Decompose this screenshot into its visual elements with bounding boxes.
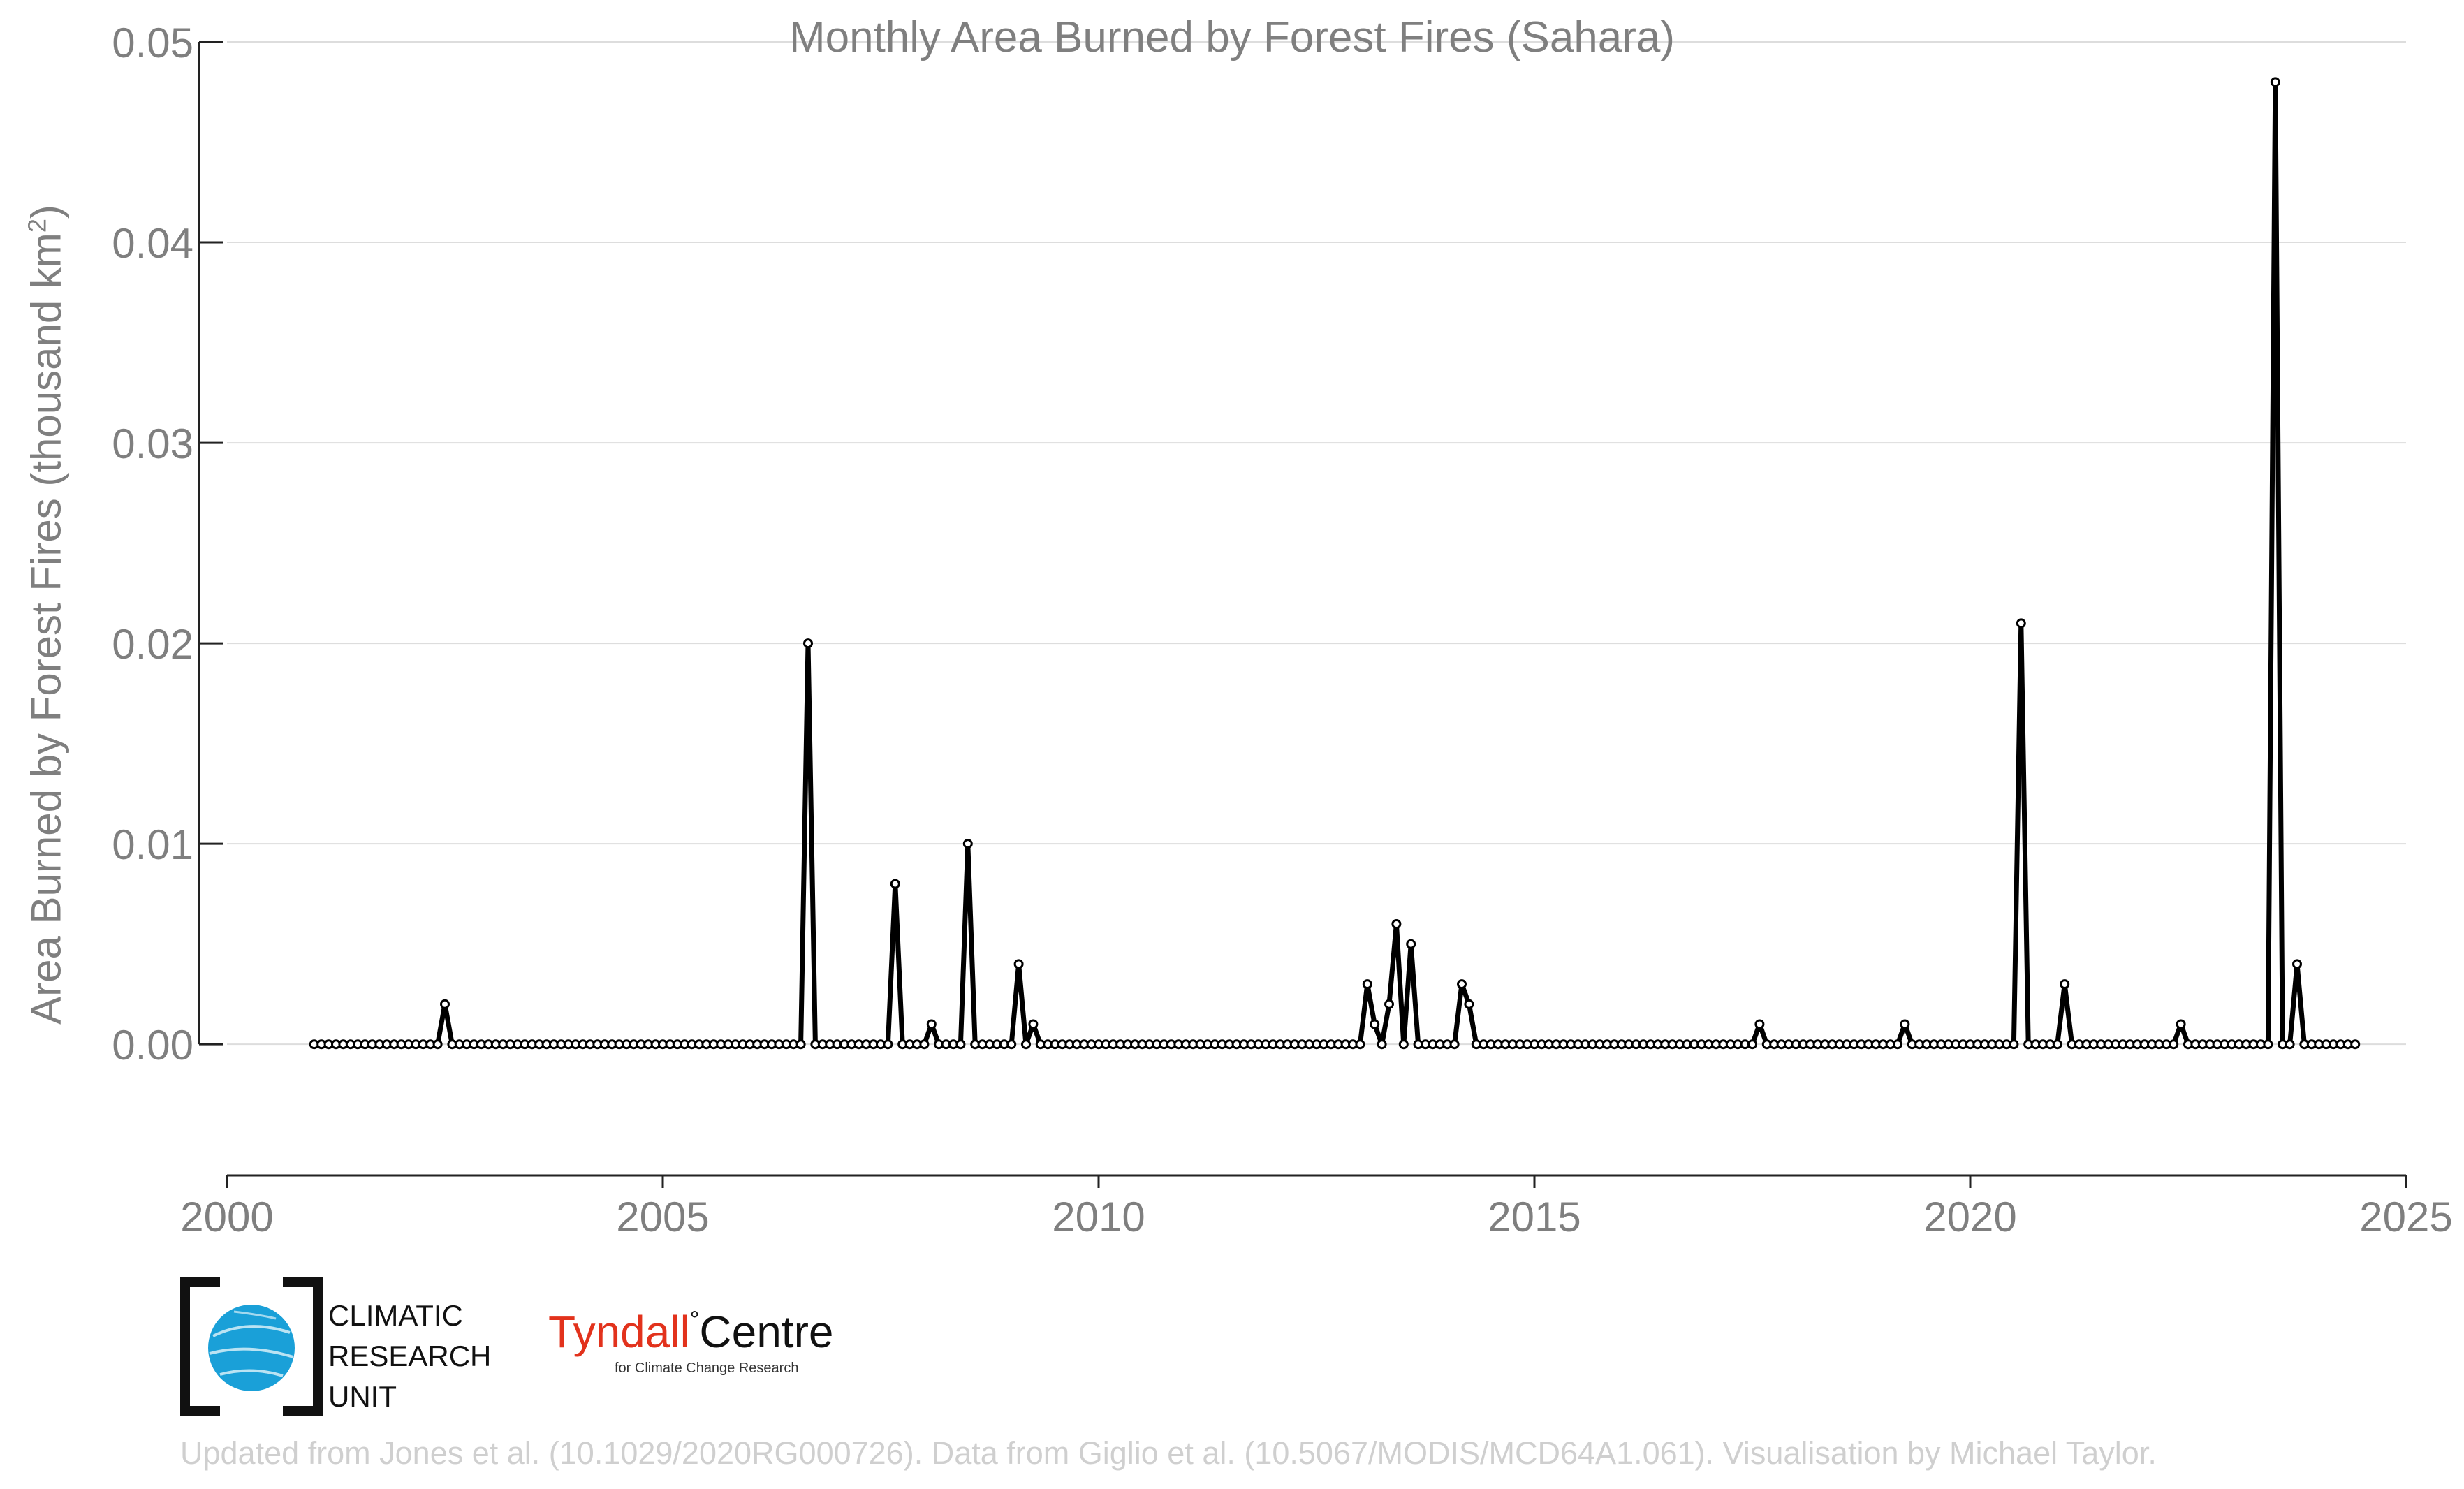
y-tick-label: 0.04: [112, 220, 193, 267]
data-point: [1384, 999, 1394, 1009]
data-point: [1406, 939, 1416, 949]
x-tick-label: 2020: [1923, 1194, 2016, 1240]
data-point: [2016, 618, 2026, 629]
y-tick-label: 0.01: [112, 821, 193, 868]
y-tick-label: 0.02: [112, 621, 193, 668]
data-point: [926, 1019, 937, 1029]
axes: [198, 41, 2407, 1188]
data-point: [1391, 919, 1402, 929]
data-point: [1398, 1039, 1409, 1050]
data-point: [2285, 1039, 2295, 1050]
data-point: [2060, 979, 2070, 990]
data-point: [919, 1039, 930, 1050]
gridlines: [227, 41, 2406, 1046]
cru-line: UNIT: [328, 1380, 397, 1413]
cru-logo-text: CLIMATIC RESEARCH UNIT: [328, 1296, 491, 1417]
data-point: [2169, 1039, 2179, 1050]
data-point: [1893, 1039, 1902, 1050]
cru-logo-icon: [180, 1277, 323, 1416]
data-point: [803, 638, 813, 649]
cru-line: CLIMATIC: [328, 1299, 463, 1332]
source-credit: Updated from Jones et al. (10.1029/2020R…: [180, 1435, 2157, 1471]
y-tick-label: 0.05: [112, 20, 193, 66]
data-point: [2052, 1039, 2062, 1050]
tyndall-subtitle: for Climate Change Research: [615, 1360, 799, 1376]
data-point: [432, 1039, 443, 1050]
data-point: [1013, 959, 1024, 969]
y-axis-label: Area Burned by Forest Fires (thousand km…: [22, 205, 71, 1025]
data-point: [1362, 979, 1372, 990]
data-point: [1006, 1039, 1017, 1050]
data-point: [883, 1039, 893, 1050]
chart-title: Monthly Area Burned by Forest Fires (Sah…: [789, 13, 1675, 61]
data-point: [890, 879, 900, 889]
y-axis-label-text: Area Burned by Forest Fires (thousand km: [22, 233, 70, 1025]
tyndall-centre: Centre: [699, 1307, 834, 1357]
y-tick-label: 0.03: [112, 420, 193, 467]
data-point: [955, 1039, 966, 1050]
x-tick-label: 2005: [616, 1194, 709, 1240]
x-tick-label: 2025: [2359, 1194, 2452, 1240]
data-point: [2350, 1039, 2361, 1050]
series-line: [314, 79, 2356, 1047]
data-point: [440, 999, 450, 1009]
data-point: [2263, 1039, 2273, 1050]
x-tick-label: 2015: [1488, 1194, 1581, 1240]
data-point: [1754, 1019, 1765, 1029]
cru-line: RESEARCH: [328, 1340, 492, 1372]
data-point: [1028, 1019, 1039, 1029]
data-point: [1377, 1039, 1387, 1050]
tyndall-degree: °: [689, 1307, 700, 1333]
y-axis-label-close: ): [22, 205, 70, 219]
data-point: [1747, 1039, 1757, 1050]
data-point: [1355, 1039, 1365, 1050]
data-point: [1457, 979, 1467, 990]
tick-labels: 0.00 0.01 0.02 0.03 0.04 0.05 2000 2005 2010 2015…: [112, 20, 2453, 1240]
data-point: [1021, 1039, 1031, 1050]
y-axis-label-superscript: 2: [22, 219, 52, 233]
data-series: [309, 77, 2361, 1050]
x-tick-label: 2010: [1052, 1194, 1145, 1240]
data-point: [1449, 1039, 1460, 1050]
data-point: [2270, 77, 2280, 87]
data-point: [795, 1039, 806, 1050]
x-tick-label: 2000: [180, 1194, 273, 1240]
data-point: [1464, 999, 1474, 1009]
data-point: [2009, 1039, 2019, 1050]
data-point: [1900, 1019, 1910, 1029]
tyndall-logo: Tyndall°Centre: [548, 1306, 833, 1358]
y-tick-label: 0.00: [112, 1022, 193, 1069]
tyndall-name: Tyndall: [548, 1307, 690, 1357]
data-point: [962, 839, 973, 849]
data-point: [2176, 1019, 2186, 1029]
data-point: [2292, 959, 2302, 969]
data-point: [1370, 1019, 1380, 1029]
